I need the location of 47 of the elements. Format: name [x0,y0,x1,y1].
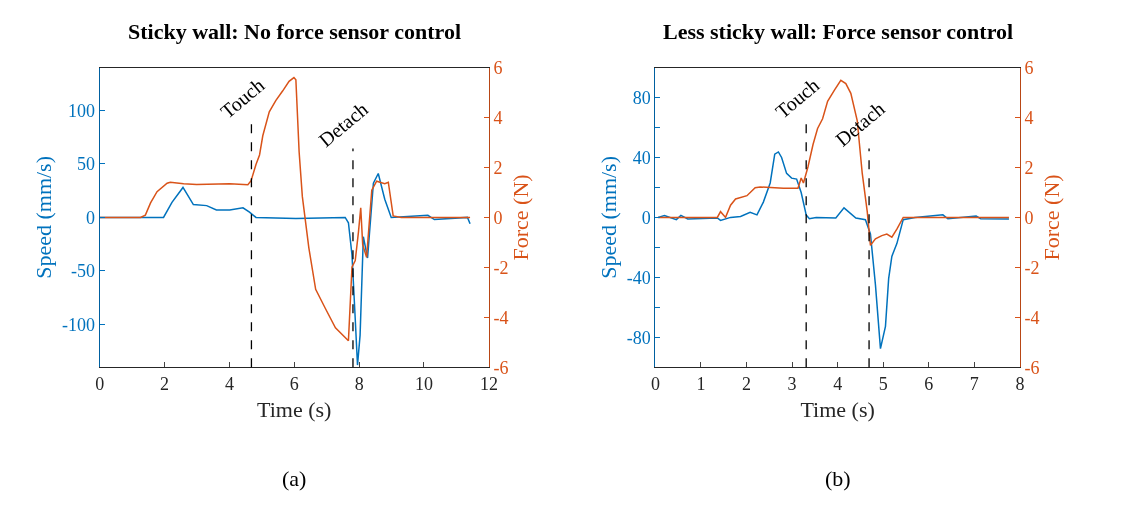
y-axis-title: Speed (mm/s) [595,155,621,279]
line-series [657,79,1010,247]
x-tick-label: 5 [878,373,888,394]
x-tick-label: 6 [924,373,934,394]
y-tick-label: -50 [71,261,96,282]
chart-title: Sticky wall: No force sensor control [128,19,462,44]
text: (a) [282,466,307,491]
y2-tick-label: 6 [493,57,503,78]
y-tick-label: 50 [77,154,96,175]
x-axis-title: Time (s) [800,396,875,422]
y-tick-label: -40 [626,267,651,288]
x-tick-label: 3 [787,373,797,394]
x-tick-label: 4 [224,373,234,394]
y2-tick-label: -4 [1024,307,1040,328]
y2-tick-label: 4 [1024,107,1034,128]
y2-axis-title: Force (N) [508,174,534,261]
text: (b) [825,466,851,491]
x-tick-label: 8 [354,373,364,394]
x-axis-title: Time (s) [257,396,332,422]
y-axis-title: Speed (mm/s) [30,155,56,279]
x-tick-label: 2 [159,373,169,394]
x-tick-label: 1 [696,373,706,394]
y-tick-label: -100 [62,314,96,335]
x-tick-label: 8 [1015,373,1025,394]
y-tick-label: 40 [632,147,651,168]
y2-tick-label: 4 [493,107,503,128]
y-tick-label: 100 [68,100,96,121]
y-tick-label: -80 [626,327,651,348]
y2-tick-label: -2 [493,257,509,278]
y2-tick-label: 2 [493,157,503,178]
x-tick-label: 10 [414,373,433,394]
x-tick-label: 7 [969,373,979,394]
x-tick-label: 6 [289,373,299,394]
y2-tick-label: -2 [1024,257,1040,278]
x-tick-label: 4 [833,373,843,394]
y-tick-label: 0 [641,207,651,228]
chart-title: Less sticky wall: Force sensor control [663,19,1014,44]
x-tick-label: 2 [742,373,752,394]
y2-tick-label: -6 [1024,357,1040,378]
y2-tick-label: 6 [1024,57,1034,78]
y2-tick-label: 2 [1024,157,1034,178]
y2-tick-label: 0 [1024,207,1034,228]
y2-tick-label: 0 [493,207,503,228]
y-tick-label: 80 [632,87,651,108]
y2-tick-label: -4 [493,307,509,328]
y-tick-label: 0 [86,207,96,228]
y2-axis-title: Force (N) [1039,174,1065,261]
